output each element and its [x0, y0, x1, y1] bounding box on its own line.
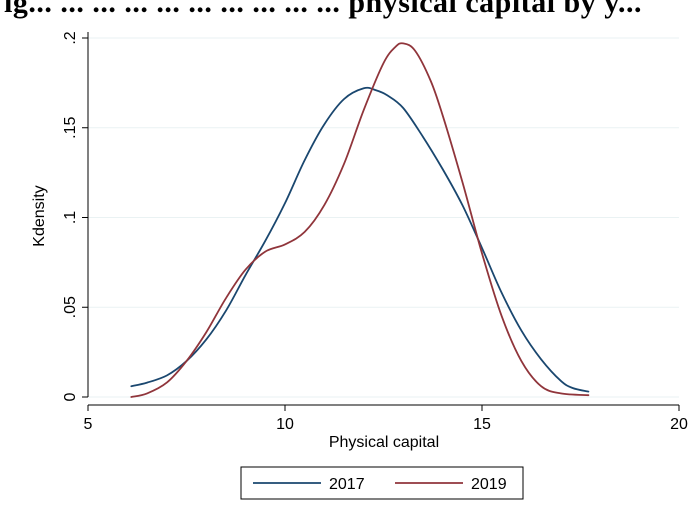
- y-axis-title: Kdensity: [31, 185, 48, 246]
- legend-label-2017: 2017: [329, 476, 365, 493]
- y-tick-label-0: 0: [62, 392, 79, 401]
- x-tick-label-1: 10: [276, 416, 294, 433]
- plot-background: [79, 20, 686, 412]
- x-tick-label-2: 15: [473, 416, 491, 433]
- chart-title-fragment: ig... ... ... ... ... ... ... ... ... ..…: [4, 0, 643, 19]
- legend: 2017 2019: [240, 466, 524, 500]
- y-tick-label-3: .15: [62, 117, 79, 139]
- series-line-2019: [130, 42, 590, 398]
- y-tick-label-2: .1: [62, 211, 79, 224]
- gridlines: [88, 37, 679, 398]
- series-line-2017: [130, 86, 590, 393]
- y-tick-label-1: .05: [62, 296, 79, 318]
- y-tick-label-4: .2: [62, 31, 79, 44]
- legend-label-2019: 2019: [471, 476, 507, 493]
- title-strip: ig... ... ... ... ... ... ... ... ... ..…: [0, 0, 697, 28]
- x-tick-label-0: 5: [84, 416, 93, 433]
- series-lines: [130, 42, 590, 398]
- x-axis-title: Physical capital: [329, 434, 439, 451]
- axes: 0 .05 .1 .15 .2 5 10 15 20: [62, 31, 688, 433]
- x-tick-label-3: 20: [670, 416, 688, 433]
